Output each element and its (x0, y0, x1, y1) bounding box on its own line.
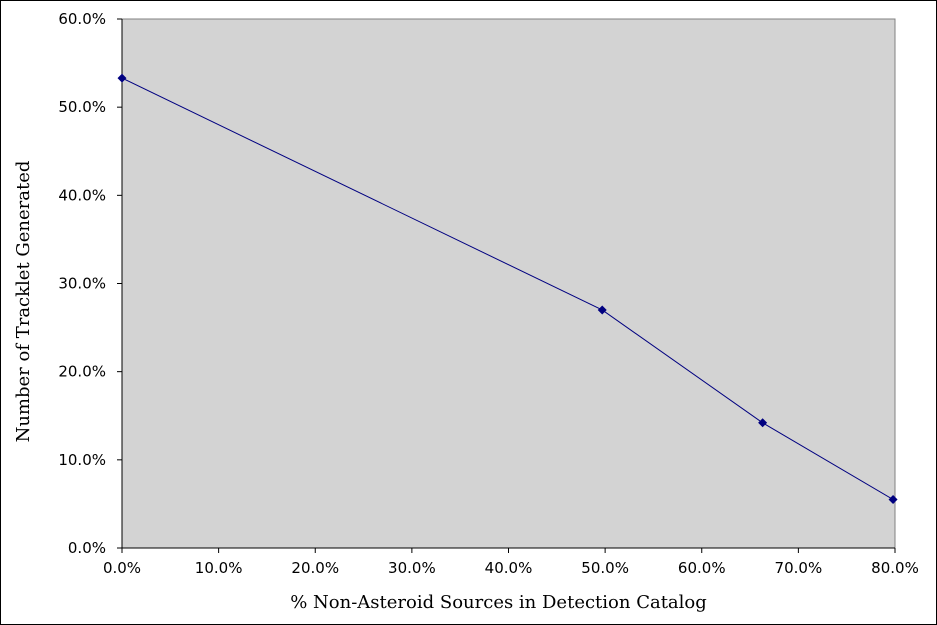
y-tick-label: 0.0% (68, 539, 106, 557)
y-tick-label: 50.0% (58, 98, 106, 116)
data-point-marker (117, 73, 127, 83)
y-tick-label: 10.0% (58, 451, 106, 469)
y-tick-label: 20.0% (58, 363, 106, 381)
x-tick-label: 30.0% (388, 559, 436, 577)
x-axis-ticks: 0.0% 10.0% 20.0% 30.0% 40.0% 50.0% 60.0% 70.0% 8… (103, 548, 919, 577)
data-point-marker (888, 495, 898, 505)
y-tick-label: 30.0% (58, 275, 106, 293)
x-tick-label: 10.0% (195, 559, 243, 577)
y-tick-label: 60.0% (58, 10, 106, 28)
x-tick-label: 40.0% (485, 559, 533, 577)
x-tick-label: 70.0% (775, 559, 823, 577)
y-tick-label: 40.0% (58, 186, 106, 204)
series-layer (117, 73, 898, 505)
x-tick-label: 0.0% (103, 559, 141, 577)
data-point-marker (758, 418, 768, 428)
series-line (121, 77, 894, 500)
x-tick-label: 60.0% (678, 559, 726, 577)
y-axis-ticks: 0.0% 10.0% 20.0% 30.0% 40.0% 50.0% 60.0% (58, 10, 122, 557)
data-point-marker (597, 305, 607, 315)
x-tick-label: 80.0% (871, 559, 919, 577)
x-tick-label: 20.0% (291, 559, 339, 577)
plot-area (121, 18, 896, 549)
x-axis-title: % Non-Asteroid Sources in Detection Cata… (290, 592, 707, 613)
y-axis-title: Number of Tracklet Generated (13, 161, 34, 443)
x-tick-label: 50.0% (581, 559, 629, 577)
